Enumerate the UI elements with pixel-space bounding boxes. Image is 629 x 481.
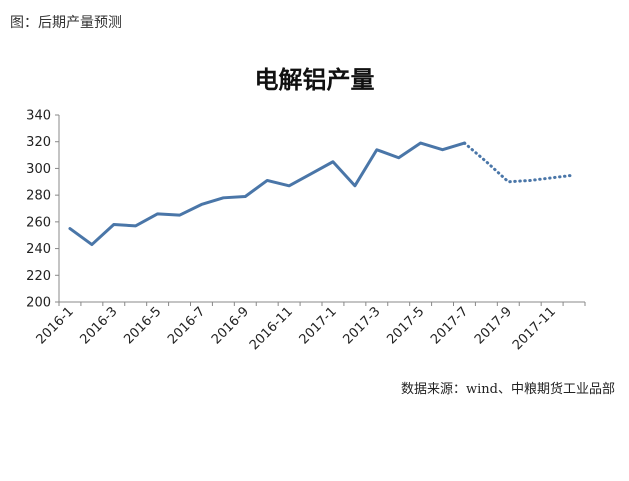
actual-series-line xyxy=(68,141,466,247)
y-tick-label: 320 xyxy=(26,135,51,150)
figure-caption: 图：后期产量预测 xyxy=(10,15,122,31)
x-tick-label: 2016-9 xyxy=(209,304,252,347)
y-tick-label: 260 xyxy=(26,215,51,230)
y-tick-label: 200 xyxy=(26,296,51,311)
x-tick-label: 2016-1 xyxy=(34,304,77,347)
y-tick-label: 240 xyxy=(26,242,51,257)
x-tick-label: 2017-1 xyxy=(297,304,340,347)
y-tick-label: 220 xyxy=(26,269,51,284)
y-tick-label: 300 xyxy=(26,162,51,177)
x-tick-label: 2016-11 xyxy=(247,304,296,353)
chart-title: 电解铝产量 xyxy=(254,66,375,94)
forecast-series-line xyxy=(462,141,576,184)
x-tick-label: 2016-7 xyxy=(165,304,208,347)
x-tick-label: 2016-3 xyxy=(77,304,120,347)
x-tick-label: 2017-3 xyxy=(340,304,383,347)
x-tick-label: 2017-9 xyxy=(472,304,515,347)
data-source-note: 数据来源：wind、中粮期货工业品部 xyxy=(401,382,615,397)
x-tick-label: 2017-5 xyxy=(384,304,427,347)
x-tick-label: 2017-7 xyxy=(428,304,471,347)
x-tick-label: 2017-11 xyxy=(510,304,559,353)
y-tick-label: 340 xyxy=(26,109,51,124)
y-tick-label: 280 xyxy=(26,189,51,204)
x-tick-label: 2016-5 xyxy=(121,304,164,347)
